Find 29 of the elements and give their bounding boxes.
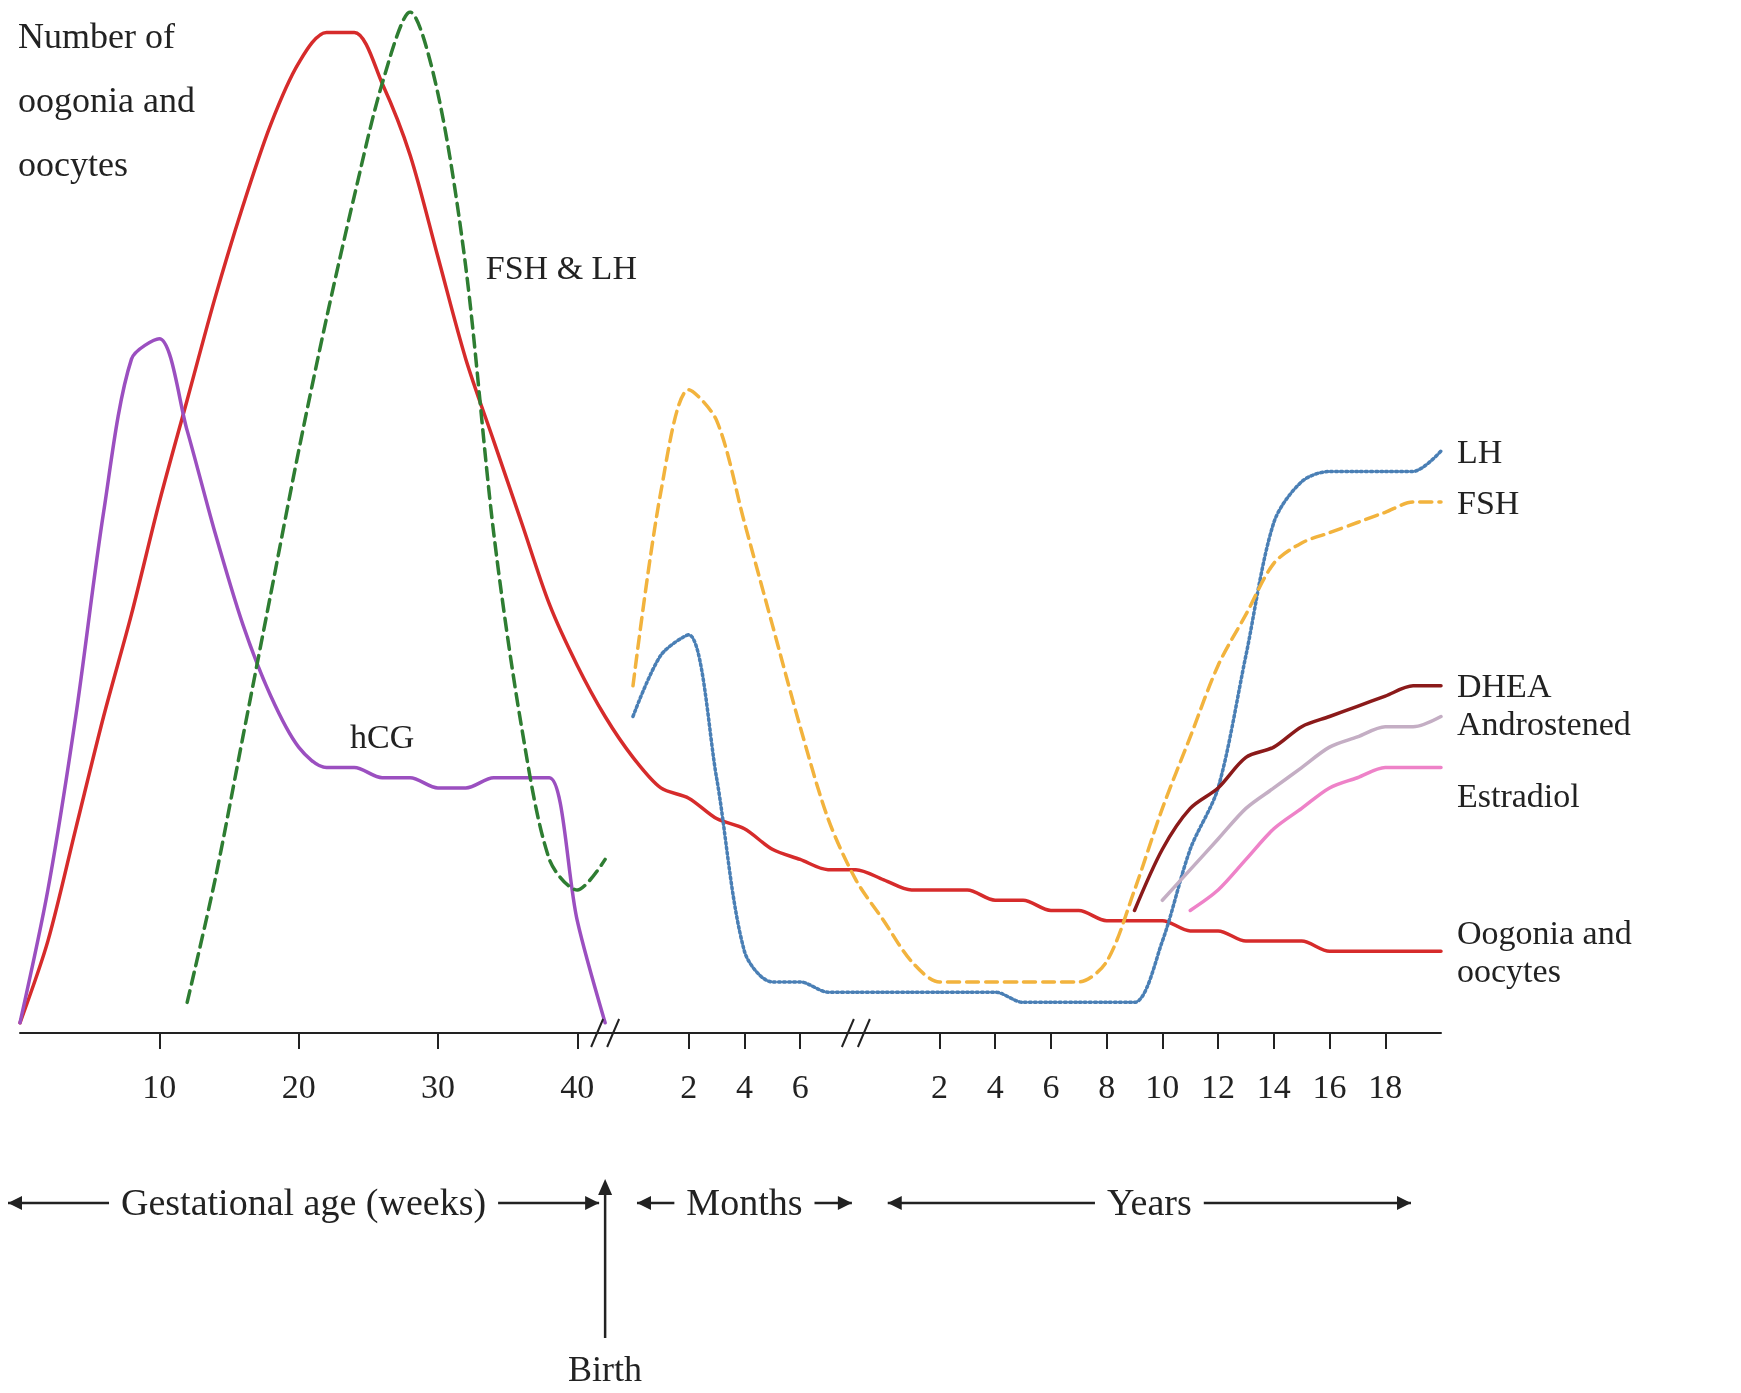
series-label: Androstened — [1457, 705, 1631, 743]
x-tick-label: 20 — [281, 1067, 316, 1105]
x-tick-label: 4 — [735, 1067, 753, 1105]
text: Birth — [568, 1349, 643, 1389]
series-label: Estradiol — [1457, 777, 1580, 815]
x-tick-label: 30 — [420, 1067, 455, 1105]
x-tick-label: 10 — [142, 1067, 177, 1105]
series-label: FSH & LH — [485, 248, 637, 286]
annotation: Number of oogonia and oocytes — [18, 16, 195, 184]
text: Months — [686, 1181, 803, 1223]
text: Years — [1106, 1181, 1192, 1223]
x-tick-label: 40 — [560, 1067, 595, 1105]
series-label: FSH — [1457, 483, 1520, 521]
x-tick-label: 6 — [1042, 1067, 1060, 1105]
x-tick-label: 2 — [930, 1067, 948, 1105]
series-label: DHEA — [1457, 667, 1552, 705]
series-label: Oogonia and oocytes — [1457, 913, 1641, 989]
x-tick-label: 18 — [1368, 1067, 1403, 1105]
x-tick-label: 14 — [1256, 1067, 1291, 1105]
x-tick-label: 2 — [680, 1067, 698, 1105]
x-tick-label: 4 — [986, 1067, 1004, 1105]
x-tick-label: 8 — [1098, 1067, 1116, 1105]
x-tick-label: 6 — [791, 1067, 809, 1105]
series-label: hCG — [350, 718, 415, 756]
text: Gestational age (weeks) — [121, 1181, 487, 1224]
series-label: LH — [1457, 432, 1503, 470]
x-tick-label: 12 — [1201, 1067, 1236, 1105]
x-tick-label: 10 — [1145, 1067, 1180, 1105]
x-tick-label: 16 — [1312, 1067, 1347, 1105]
